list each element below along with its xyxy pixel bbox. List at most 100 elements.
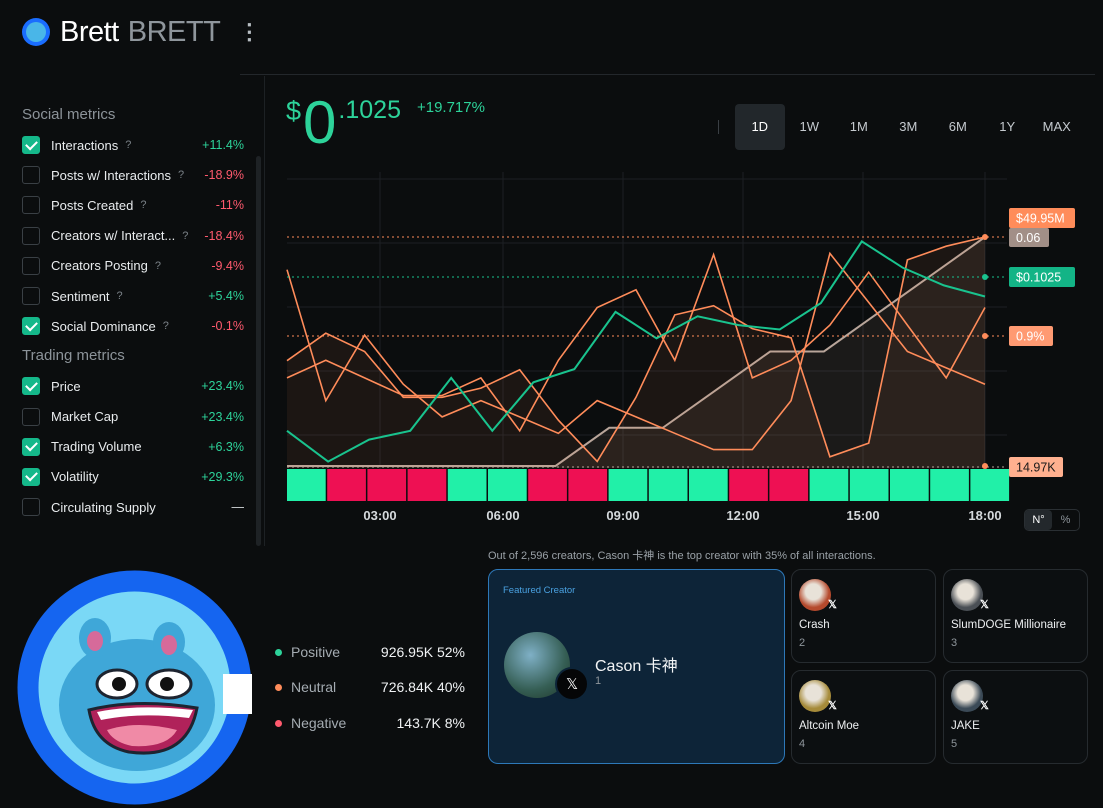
sentiment-negative: Negative 143.7K 8% [275,713,465,733]
time-range-selector: 1D 1W 1M 3M 6M 1Y MAX [718,104,1082,150]
metric-change: -18.4% [204,228,244,243]
sentiment-bar-pos [608,469,648,501]
volatility-line [286,236,986,463]
help-icon[interactable]: ? [154,259,161,272]
sentiment-bar-neg [367,469,407,501]
x-tick-label: 03:00 [363,508,396,523]
help-icon[interactable]: ? [116,290,123,303]
more-options-icon[interactable]: ⋮ [238,19,261,44]
metric-checkbox[interactable] [22,196,40,215]
x-tick-label: 15:00 [846,508,879,523]
metric-row-posts-w-interactions[interactable]: Posts w/ Interactions? -18.9% [22,160,244,190]
metric-checkbox[interactable] [22,407,40,426]
creator-card[interactable]: 𝕏 Crash 2 [791,569,936,663]
creator-avatar [951,579,983,611]
social-metrics-list: Interactions? +11.4% Posts w/ Interactions… [22,130,244,341]
trading-volume-line [286,251,986,451]
help-icon[interactable]: ? [162,320,169,333]
metric-row-market-cap[interactable]: Market Cap +23.4% [22,402,244,432]
metric-checkbox[interactable] [22,226,40,245]
sentiment-bar-neg [729,469,768,501]
range-button-1y[interactable]: 1Y [999,119,1016,134]
range-button-max[interactable]: MAX [1042,119,1071,134]
metric-row-trading-volume[interactable]: Trading Volume +6.3% [22,432,244,462]
creator-avatar [799,579,831,611]
metric-row-sentiment[interactable]: Sentiment? +5.4% [22,281,244,311]
metric-checkbox[interactable] [22,317,40,336]
metric-checkbox[interactable] [22,136,40,155]
sentiment-bar-pos [970,469,1010,501]
metric-checkbox[interactable] [22,437,40,456]
price-integer: 0 [303,89,337,156]
help-icon[interactable]: ? [125,139,132,152]
metric-row-social-dominance[interactable]: Social Dominance? -0.1% [22,311,244,341]
range-button-3m[interactable]: 3M [899,119,918,134]
x-icon: 𝕏 [828,599,837,611]
sentiment-bar-neg [327,469,366,501]
price-change: +19.717% [416,99,485,116]
metric-checkbox[interactable] [22,166,40,185]
toggle-percent[interactable]: % [1060,514,1071,526]
sentiment-neutral: Neutral 726.84K 40% [275,677,465,697]
neutral-dot-icon [275,683,282,691]
metric-row-price[interactable]: Price +23.4% [22,371,244,401]
x-tick-label: 06:00 [486,508,519,523]
metric-checkbox[interactable] [22,467,40,486]
metric-checkbox[interactable] [22,377,40,396]
sidebar-scrollbar[interactable] [256,156,261,546]
featured-creator-card[interactable]: Featured Creator 𝕏 Cason 卡神 1 [488,569,785,764]
metric-label: Market Cap [51,409,119,425]
range-button-1d[interactable]: 1D [735,104,785,150]
range-button-1m[interactable]: 1M [849,119,868,134]
metric-row-creators-w-interact[interactable]: Creators w/ Interact...? -18.4% [22,221,244,251]
social-dominance-line [287,236,986,467]
sentiment-bar-neg [568,469,608,501]
metric-row-creators-posting[interactable]: Creators Posting? -9.4% [22,251,244,281]
volatility-value-label: $49.95M [1016,212,1065,226]
range-buttons: 1D 1W 1M 3M 6M 1Y MAX [735,104,1082,150]
metric-checkbox[interactable] [22,287,40,306]
featured-creator-tag: Featured Creator [503,585,576,596]
metric-row-interactions[interactable]: Interactions? +11.4% [22,130,244,160]
social-metrics-title: Social metrics [22,106,116,123]
volatility-value-label-bg [1009,208,1075,228]
creator-card[interactable]: 𝕏 JAKE 5 [943,670,1088,764]
metric-checkbox[interactable] [22,498,40,517]
metric-checkbox[interactable] [22,256,40,275]
metric-row-volatility[interactable]: Volatility +29.3% [22,462,244,492]
sentiment-bar-pos [648,469,688,501]
toggle-absolute[interactable]: N° [1025,510,1052,530]
sentiment-value: 726.84K 40% [380,679,465,695]
range-button-6m[interactable]: 6M [948,119,967,134]
metrics-sidebar: Social metrics Interactions? +11.4% Posts … [22,100,244,522]
sentiment-bar-neg [769,469,809,501]
metric-row-posts-created[interactable]: Posts Created? -11% [22,190,244,220]
scale-toggle: N° % [1024,509,1080,531]
help-icon[interactable]: ? [140,199,147,212]
social-dominance-value-label-bg [1009,228,1049,247]
metric-label: Posts w/ Interactions [51,167,171,183]
creator-name: Altcoin Moe [799,720,860,732]
metric-label: Creators w/ Interact... [51,228,176,244]
interactions-line [286,252,986,433]
help-icon[interactable]: ? [177,169,185,182]
range-button-1w[interactable]: 1W [799,119,820,134]
x-icon: 𝕏 [980,700,989,712]
trading-metrics-list: Price +23.4% Market Cap +23.4% Trading Volum… [22,371,244,522]
sentiment-label: Positive [291,644,341,660]
volatility-area [287,237,985,468]
metric-row-circulating-supply[interactable]: Circulating Supply — [22,492,244,522]
sentiment-bar-pos [890,469,929,501]
help-icon[interactable]: ? [182,229,189,242]
positive-dot-icon [275,648,282,656]
creator-rank: 2 [799,637,806,649]
creator-name: Crash [799,619,830,631]
x-icon: 𝕏 [555,667,589,701]
coin-ticker: BRETT [127,15,221,48]
series-end-point [982,463,988,469]
price-value-label-bg [1009,267,1075,287]
creator-card[interactable]: 𝕏 Altcoin Moe 4 [791,670,936,764]
creator-card[interactable]: 𝕏 SlumDOGE Millionaire 3 [943,569,1088,663]
sentiment-bar-pos [849,469,889,501]
metric-label: Posts Created [51,197,134,213]
